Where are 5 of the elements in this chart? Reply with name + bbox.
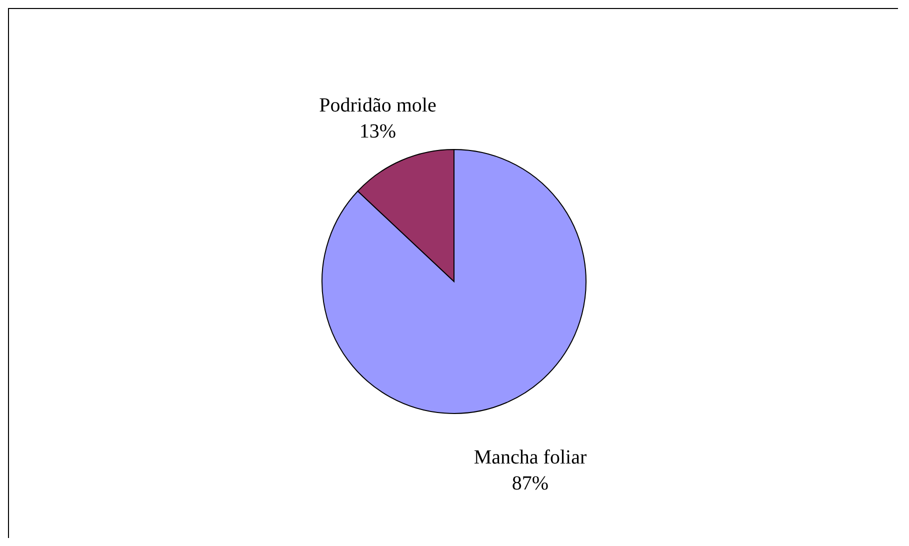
slice-label: Podridão mole (319, 94, 436, 116)
data-label: 87% (512, 472, 549, 495)
slice-label: Mancha foliar (474, 446, 587, 469)
pie-slice (322, 149, 586, 414)
data-label: 13% (359, 120, 396, 142)
